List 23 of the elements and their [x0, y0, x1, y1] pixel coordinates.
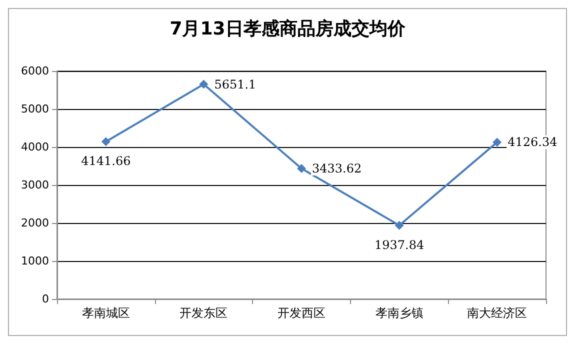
point: [101, 137, 110, 146]
y-tick-label: 4000: [21, 140, 49, 154]
y-tick-label: 6000: [21, 64, 49, 78]
x-tick-label: 开发东区: [180, 306, 228, 320]
data-label: 3433.62: [312, 162, 362, 176]
point: [199, 80, 208, 89]
data-label: 4126.34: [508, 135, 558, 150]
point: [394, 220, 404, 230]
x-tick-label: 孝南乡镇: [375, 306, 424, 320]
data-label: 1937.84: [374, 238, 424, 252]
data-label: 4141.66: [81, 154, 131, 168]
point: [297, 164, 306, 174]
point: [492, 138, 502, 147]
y-tick-label: 0: [42, 292, 49, 306]
chart-title: 7月13日孝感商品房成交均价: [170, 18, 406, 40]
y-tick-label: 5000: [21, 102, 49, 116]
x-tick-label: 南大经济区: [467, 306, 528, 320]
y-tick-label: 3000: [21, 178, 49, 192]
x-tick-label: 开发西区: [278, 306, 326, 320]
x-tick-label: 孝南城区: [82, 306, 130, 320]
y-tick-label: 1000: [21, 254, 49, 268]
data-label: 5651.1: [214, 77, 256, 92]
y-tick-label: 2000: [21, 216, 49, 230]
